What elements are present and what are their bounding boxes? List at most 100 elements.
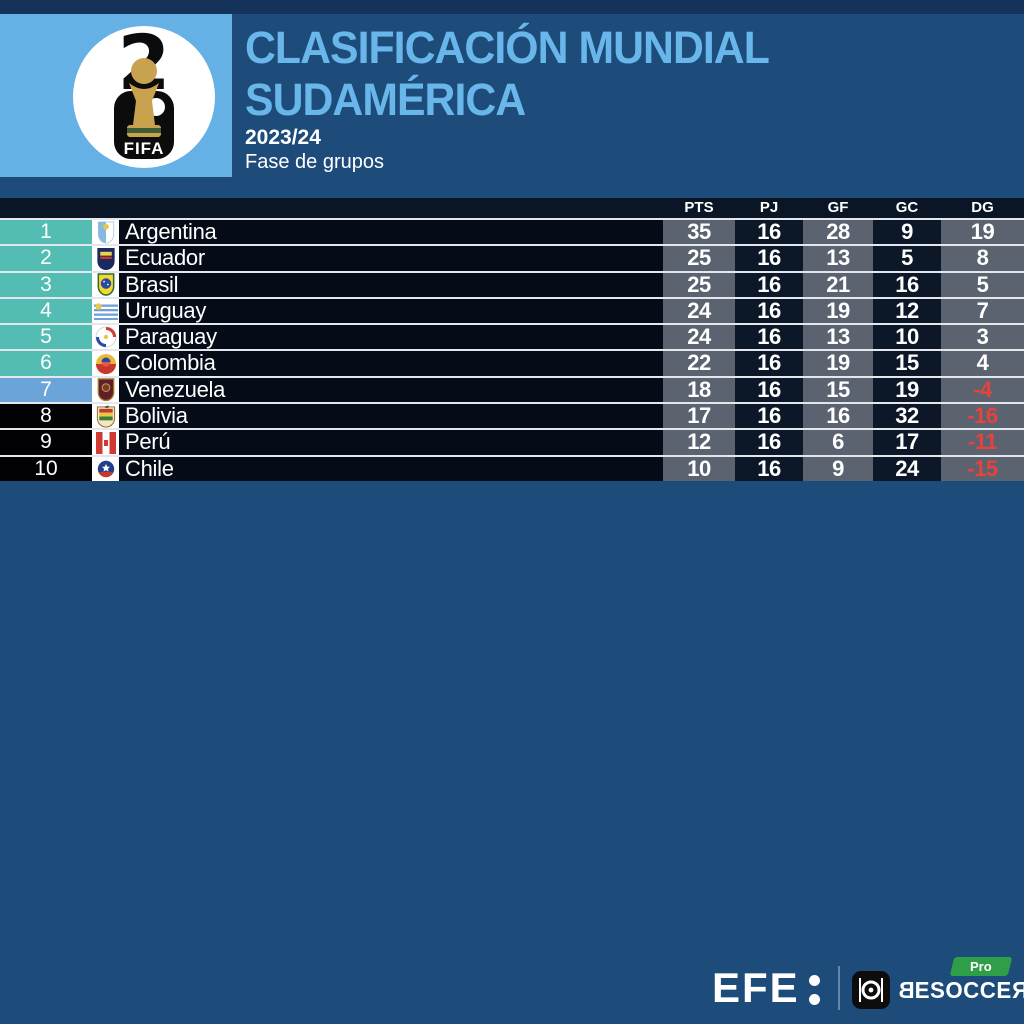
goal-diff-cell: -15	[941, 456, 1024, 481]
fifa-wordmark: FIFA	[124, 139, 165, 158]
goals-against-cell: 32	[873, 404, 941, 429]
title-line-1: CLASIFICACIÓN MUNDIAL	[245, 22, 770, 73]
goal-diff-cell: 4	[941, 351, 1024, 376]
points-cell: 12	[663, 430, 735, 455]
team-name: Chile	[119, 456, 663, 481]
venezuela-crest-icon	[92, 377, 119, 403]
table-row: 4 Uruguay 24 16 19 12 7	[0, 296, 1024, 324]
bolivia-crest-icon	[92, 404, 119, 429]
top-strip	[0, 0, 1024, 14]
goal-diff-cell: -11	[941, 430, 1024, 455]
goals-against-cell: 19	[873, 377, 941, 403]
goals-against-cell: 10	[873, 325, 941, 350]
table-row: 5 Paraguay 24 16 13 10 3	[0, 323, 1024, 350]
position-cell: 8	[0, 404, 92, 429]
points-cell: 24	[663, 298, 735, 324]
goal-diff-cell: 7	[941, 298, 1024, 324]
column-header-pts: PTS	[684, 199, 714, 216]
goal-diff-cell: 3	[941, 325, 1024, 350]
pro-badge-label: Pro	[970, 959, 992, 974]
team-name: Paraguay	[119, 325, 663, 350]
played-cell: 16	[735, 272, 803, 297]
phase-label: Fase de grupos	[245, 151, 384, 173]
goals-for-cell: 9	[803, 456, 873, 481]
footer-divider	[838, 966, 840, 1010]
table-row: 9 Perú 12 16 6 17 -11	[0, 428, 1024, 455]
efe-wordmark: EFE	[712, 964, 800, 1011]
column-header-pj: PJ	[759, 199, 779, 216]
goals-for-cell: 19	[803, 351, 873, 376]
team-name: Ecuador	[119, 246, 663, 271]
goals-against-cell: 9	[873, 220, 941, 245]
column-header-gc: GC	[895, 199, 919, 216]
besoccer-letter-r: R	[1012, 977, 1024, 1004]
uruguay-crest-icon	[92, 298, 119, 324]
table-header-row: PTS PJ GF GC DG	[0, 198, 1024, 218]
besoccer-letters-mid: ESOCCE	[914, 977, 1012, 1003]
chile-crest-icon	[92, 456, 119, 481]
paraguay-crest-icon	[92, 325, 119, 350]
table-row: 3 Brasil 25 16 21 16 5	[0, 270, 1024, 297]
goals-for-cell: 28	[803, 220, 873, 245]
points-cell: 10	[663, 456, 735, 481]
points-cell: 25	[663, 272, 735, 297]
position-cell: 6	[0, 351, 92, 376]
table-row: 6 Colombia 22 16 19 15 4	[0, 349, 1024, 376]
played-cell: 16	[735, 404, 803, 429]
goals-against-cell: 12	[873, 298, 941, 324]
goals-against-cell: 17	[873, 430, 941, 455]
goals-for-cell: 13	[803, 325, 873, 350]
points-cell: 24	[663, 325, 735, 350]
goal-diff-cell: 8	[941, 246, 1024, 271]
team-name: Colombia	[119, 351, 663, 376]
page-title: CLASIFICACIÓN MUNDIAL SUDAMÉRICA	[245, 22, 770, 126]
played-cell: 16	[735, 325, 803, 350]
position-cell: 9	[0, 430, 92, 455]
goal-diff-cell: 5	[941, 272, 1024, 297]
table-row: 2 Ecuador 25 16 13 5 8	[0, 244, 1024, 271]
goals-against-cell: 24	[873, 456, 941, 481]
column-header-dg: DG	[971, 199, 994, 216]
table-row: 8 Bolivia 17 16 16 32 -16	[0, 402, 1024, 429]
played-cell: 16	[735, 220, 803, 245]
team-name: Bolivia	[119, 404, 663, 429]
goals-for-cell: 6	[803, 430, 873, 455]
fifa-26-trophy-icon: 2 FIFA	[114, 31, 174, 159]
column-header-gf: GF	[827, 199, 849, 216]
points-cell: 17	[663, 404, 735, 429]
played-cell: 16	[735, 377, 803, 403]
efe-colon-dots	[808, 971, 820, 1005]
points-cell: 35	[663, 220, 735, 245]
argentina-crest-icon	[92, 220, 119, 245]
team-name: Argentina	[119, 220, 663, 245]
goal-diff-cell: -16	[941, 404, 1024, 429]
played-cell: 16	[735, 456, 803, 481]
pro-badge: Pro	[949, 957, 1013, 976]
brasil-crest-icon	[92, 272, 119, 297]
played-cell: 16	[735, 351, 803, 376]
position-cell: 4	[0, 298, 92, 324]
fifa-2026-logo: 2 FIFA	[73, 26, 215, 168]
title-line-2: SUDAMÉRICA	[245, 74, 526, 125]
team-name: Venezuela	[119, 377, 663, 403]
goal-diff-cell: -4	[941, 377, 1024, 403]
table-row: 7 Venezuela 18 16 15 19 -4	[0, 375, 1024, 403]
efe-logo: EFE	[712, 964, 820, 1011]
goals-for-cell: 15	[803, 377, 873, 403]
played-cell: 16	[735, 246, 803, 271]
besoccer-ball-icon	[852, 971, 890, 1009]
played-cell: 16	[735, 298, 803, 324]
position-cell: 3	[0, 272, 92, 297]
table-row: 1 Argentina 35 16 28 9 19	[0, 218, 1024, 245]
ecuador-crest-icon	[92, 246, 119, 271]
goals-for-cell: 13	[803, 246, 873, 271]
goals-against-cell: 15	[873, 351, 941, 376]
besoccer-letter-b: B	[898, 977, 915, 1003]
points-cell: 22	[663, 351, 735, 376]
goals-against-cell: 5	[873, 246, 941, 271]
position-cell: 10	[0, 456, 92, 481]
position-cell: 2	[0, 246, 92, 271]
standings-table: 1 Argentina 35 16 28 9 19 2 Ecuador 25 1…	[0, 218, 1024, 481]
goals-for-cell: 16	[803, 404, 873, 429]
